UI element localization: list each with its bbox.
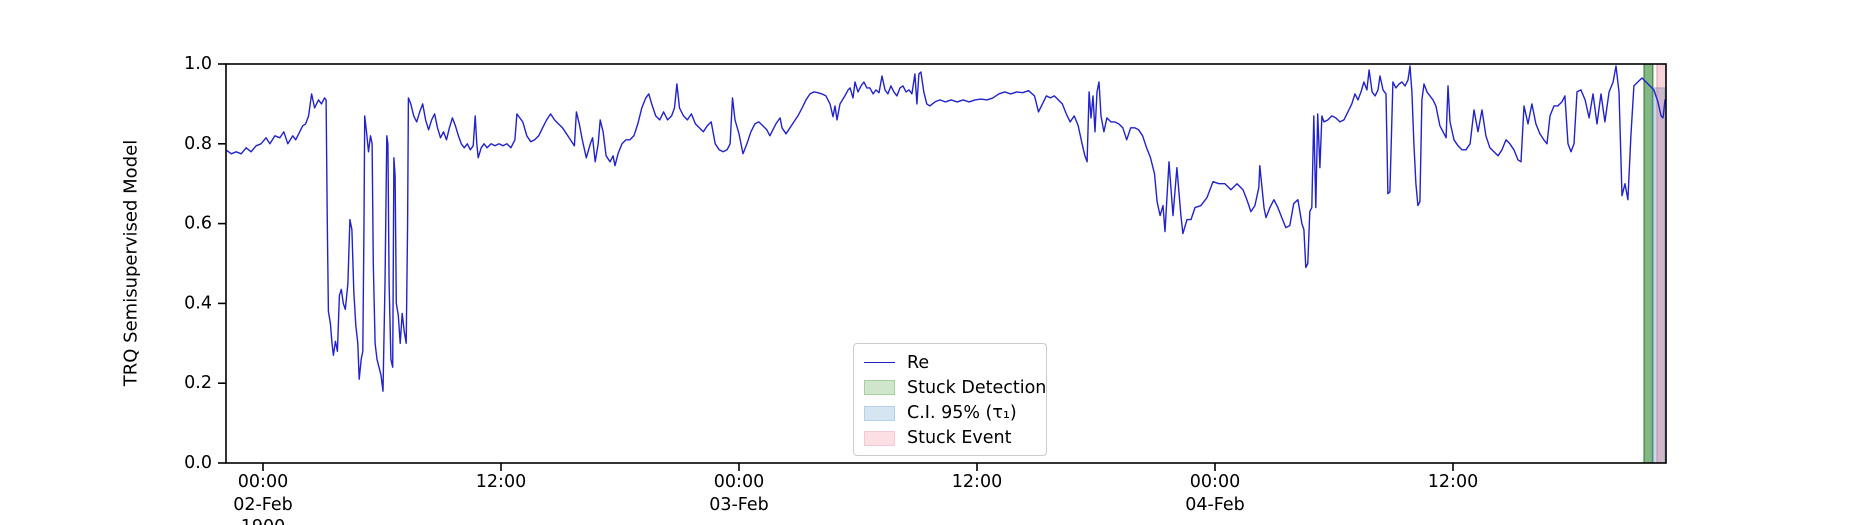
legend-label-ci95: C.I. 95% (τ₁)	[907, 403, 1017, 424]
series-re	[226, 65, 1666, 392]
band-stuck-detection	[1643, 64, 1654, 463]
legend-patch-stuck-detection	[864, 380, 895, 396]
y-tick-label: 1.0	[184, 54, 212, 74]
band-ci-95	[1651, 87, 1666, 463]
y-tick-label: 0.2	[184, 373, 212, 393]
x-tick-year: 1900	[241, 517, 286, 525]
x-tick-time: 00:00	[1190, 472, 1240, 492]
legend-item-stuck-detection: Stuck Detection	[864, 375, 1046, 400]
x-tick-date: 03-Feb	[709, 495, 769, 515]
legend-item-stuck-event: Stuck Event	[864, 426, 1036, 451]
legend-line-swatch-re	[864, 362, 895, 364]
x-tick-time: 00:00	[238, 472, 288, 492]
y-tick-label: 0.0	[184, 453, 212, 473]
legend-item-re: Re	[864, 350, 1036, 375]
y-tick-label: 0.8	[184, 134, 212, 154]
x-tick-time: 12:00	[476, 472, 526, 492]
x-tick-time: 00:00	[714, 472, 764, 492]
x-tick-date: 04-Feb	[1185, 495, 1245, 515]
x-tick-date: 02-Feb	[233, 495, 293, 515]
legend: Re Stuck Detection C.I. 95% (τ₁) Stuck E…	[853, 343, 1047, 456]
legend-patch-ci95	[864, 405, 895, 421]
x-tick-time: 12:00	[952, 472, 1002, 492]
y-axis-label: TRQ Semisupervised Model	[120, 139, 142, 387]
x-tick-time: 12:00	[1428, 472, 1478, 492]
legend-patch-stuck-event	[864, 430, 895, 446]
legend-label-re: Re	[907, 352, 930, 373]
y-tick-label: 0.4	[184, 293, 212, 313]
plot-frame	[225, 63, 1667, 464]
band-stuck-event	[1656, 64, 1666, 463]
legend-label-stuck-event: Stuck Event	[907, 428, 1012, 449]
legend-item-ci95: C.I. 95% (τ₁)	[864, 401, 1036, 426]
legend-label-stuck-detection: Stuck Detection	[907, 377, 1047, 398]
y-tick-label: 0.6	[184, 214, 212, 234]
